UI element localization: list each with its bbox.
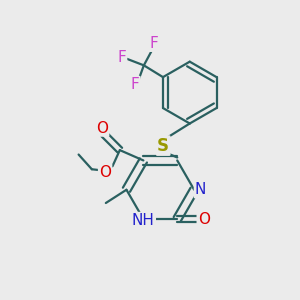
Text: N: N	[195, 182, 206, 197]
Text: F: F	[150, 36, 158, 51]
Text: O: O	[198, 212, 210, 226]
Text: O: O	[99, 165, 111, 180]
Text: F: F	[130, 77, 140, 92]
Text: NH: NH	[132, 213, 155, 228]
Text: S: S	[157, 136, 169, 154]
Text: F: F	[117, 50, 126, 65]
Text: O: O	[96, 121, 108, 136]
